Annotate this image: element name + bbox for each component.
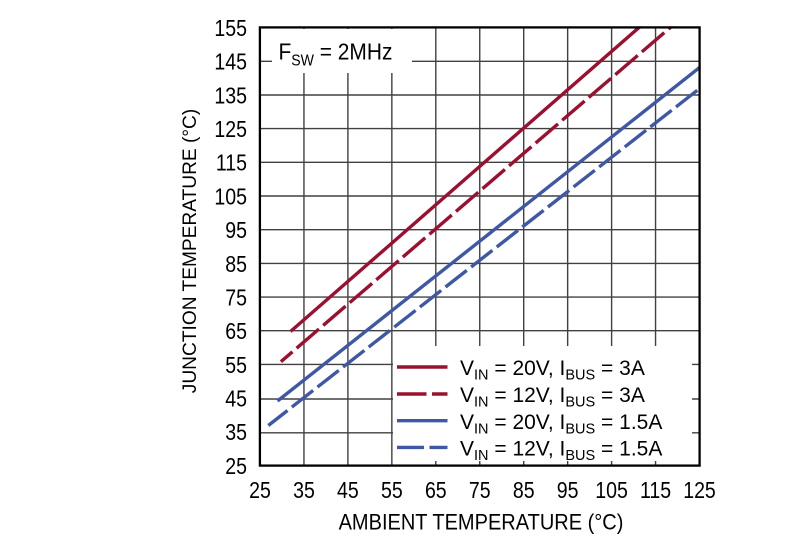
svg-text:75: 75	[469, 478, 491, 504]
svg-text:125: 125	[214, 117, 247, 143]
svg-text:25: 25	[249, 478, 271, 504]
svg-text:35: 35	[293, 478, 315, 504]
svg-text:135: 135	[214, 83, 247, 109]
svg-text:VIN = 20V, IBUS = 1.5A: VIN = 20V, IBUS = 1.5A	[460, 411, 662, 438]
svg-text:FSW = 2MHz: FSW = 2MHz	[279, 38, 393, 69]
svg-text:105: 105	[214, 184, 247, 210]
svg-text:75: 75	[225, 285, 247, 311]
svg-text:35: 35	[225, 420, 247, 446]
svg-text:25: 25	[225, 453, 247, 479]
svg-text:45: 45	[337, 478, 359, 504]
svg-text:65: 65	[225, 319, 247, 345]
svg-text:VIN = 12V, IBUS = 3A: VIN = 12V, IBUS = 3A	[460, 384, 645, 411]
svg-text:65: 65	[425, 478, 447, 504]
svg-text:85: 85	[225, 251, 247, 277]
svg-text:VIN = 12V, IBUS = 1.5A: VIN = 12V, IBUS = 1.5A	[460, 438, 662, 465]
svg-text:115: 115	[640, 478, 671, 504]
svg-text:115: 115	[216, 150, 247, 176]
svg-text:VIN = 20V, IBUS = 3A: VIN = 20V, IBUS = 3A	[460, 357, 645, 384]
svg-text:105: 105	[595, 478, 628, 504]
svg-text:JUNCTION TEMPERATURE (°C): JUNCTION TEMPERATURE (°C)	[180, 109, 201, 393]
svg-text:AMBIENT TEMPERATURE (°C): AMBIENT TEMPERATURE (°C)	[339, 510, 624, 535]
svg-text:55: 55	[381, 478, 403, 504]
svg-text:95: 95	[225, 218, 247, 244]
svg-text:85: 85	[513, 478, 535, 504]
svg-text:125: 125	[683, 478, 716, 504]
svg-text:95: 95	[557, 478, 579, 504]
svg-text:45: 45	[225, 386, 247, 412]
svg-text:145: 145	[214, 49, 247, 75]
svg-text:155: 155	[214, 15, 247, 41]
svg-text:55: 55	[225, 352, 247, 378]
